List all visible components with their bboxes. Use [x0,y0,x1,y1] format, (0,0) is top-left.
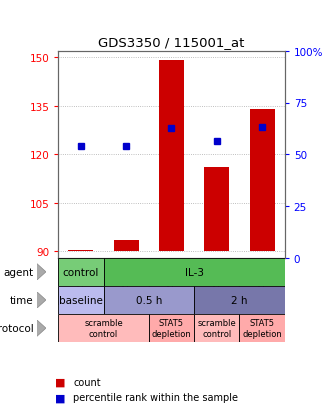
Bar [58,258,104,286]
Text: GSM262275: GSM262275 [122,256,131,308]
Bar [104,258,149,306]
Text: STAT5
depletion: STAT5 depletion [152,319,191,338]
Text: STAT5
depletion: STAT5 depletion [242,319,282,338]
Bar [194,314,239,342]
Text: ■: ■ [55,392,66,402]
Bar [114,240,139,252]
Bar [58,258,104,306]
Polygon shape [37,320,46,337]
Text: agent: agent [3,267,33,277]
Text: GSM262276: GSM262276 [212,256,221,308]
Text: scramble
control: scramble control [197,319,236,338]
Bar [250,110,274,252]
Bar [104,286,194,314]
Text: 2 h: 2 h [231,295,248,305]
Text: baseline: baseline [59,295,103,305]
Text: time: time [10,295,33,305]
Bar [149,258,194,306]
Text: protocol: protocol [0,323,33,333]
Bar [194,258,239,306]
Title: GDS3350 / 115001_at: GDS3350 / 115001_at [98,36,245,49]
Bar [194,286,285,314]
Text: ■: ■ [55,377,66,387]
Text: control: control [63,267,99,277]
Bar [149,314,194,342]
Polygon shape [37,292,46,309]
Polygon shape [37,264,46,280]
Bar [58,314,149,342]
Bar [104,258,285,286]
Text: IL-3: IL-3 [184,267,204,277]
Text: GSM262277: GSM262277 [167,256,176,308]
Text: GSM262273: GSM262273 [76,256,86,308]
Bar [58,286,104,314]
Bar [204,168,229,252]
Text: percentile rank within the sample: percentile rank within the sample [73,392,238,402]
Bar [159,61,184,252]
Text: GSM262278: GSM262278 [257,256,267,308]
Bar [239,258,285,306]
Bar [239,314,285,342]
Text: scramble
control: scramble control [84,319,123,338]
Text: count: count [73,377,101,387]
Text: 0.5 h: 0.5 h [136,295,162,305]
Bar [69,250,93,252]
